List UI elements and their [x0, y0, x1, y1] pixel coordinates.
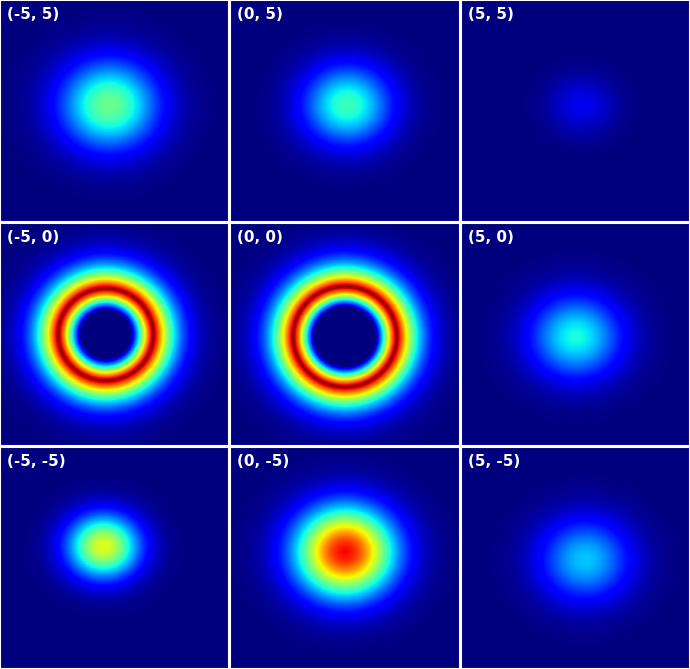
- Text: (0, 5): (0, 5): [237, 7, 283, 21]
- Text: (0, 0): (0, 0): [237, 230, 283, 245]
- Text: (5, -5): (5, -5): [468, 454, 520, 468]
- Text: (0, -5): (0, -5): [237, 454, 290, 468]
- Text: (-5, 0): (-5, 0): [7, 230, 59, 245]
- Text: (-5, -5): (-5, -5): [7, 454, 66, 468]
- Text: (5, 5): (5, 5): [468, 7, 513, 21]
- Text: (5, 0): (5, 0): [468, 230, 513, 245]
- Text: (-5, 5): (-5, 5): [7, 7, 59, 21]
